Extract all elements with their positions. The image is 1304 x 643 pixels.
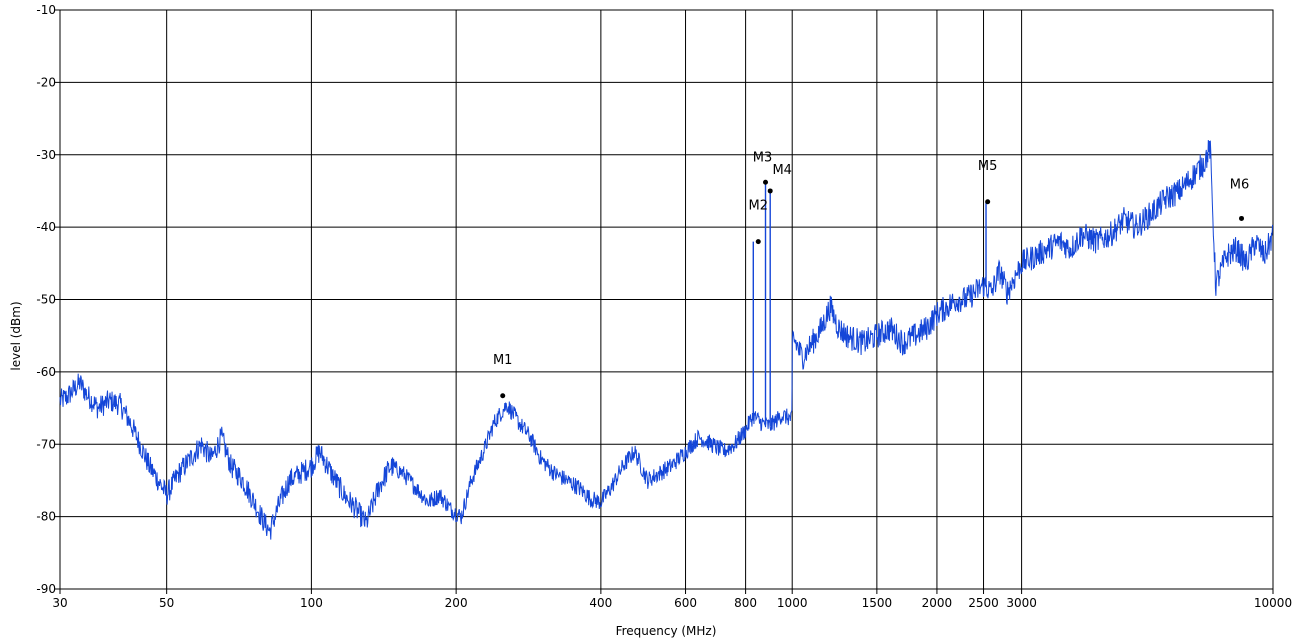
marker-m2 xyxy=(755,239,761,245)
spectrum-trace-group xyxy=(59,139,1274,540)
y-tick-label: -70 xyxy=(36,437,56,451)
y-tick-label: -30 xyxy=(36,148,56,162)
marker-label-m1: M1 xyxy=(493,353,513,368)
x-tick-label: 2000 xyxy=(922,596,953,610)
grid xyxy=(59,9,1274,590)
marker-label-m6: M6 xyxy=(1230,177,1250,192)
x-tick-label: 200 xyxy=(445,596,468,610)
marker-m5 xyxy=(985,199,991,205)
marker-label-m2: M2 xyxy=(749,199,769,214)
y-tick-label: -80 xyxy=(36,510,56,524)
marker-m6 xyxy=(1239,215,1245,221)
y-tick-label: -40 xyxy=(36,220,56,234)
spectrum-trace xyxy=(59,139,1274,540)
x-tick-label: 3000 xyxy=(1006,596,1037,610)
marker-label-m5: M5 xyxy=(978,159,998,174)
marker-m4 xyxy=(767,188,773,194)
x-tick-label: 2500 xyxy=(968,596,999,610)
x-axis-ticks: 30 50 100 200 400 600 800 1000 1500 2000 2500 3000 1… xyxy=(52,589,1292,610)
x-tick-label: 30 xyxy=(52,596,67,610)
y-tick-label: -50 xyxy=(36,293,56,307)
x-tick-label: 100 xyxy=(300,596,323,610)
x-axis-title: Frequency (MHz) xyxy=(616,624,717,638)
x-tick-label: 600 xyxy=(674,596,697,610)
x-tick-label: 1500 xyxy=(862,596,893,610)
marker-label-m3: M3 xyxy=(753,150,773,165)
marker-m3 xyxy=(763,179,769,185)
y-tick-label: -20 xyxy=(36,75,56,89)
x-tick-label: 10000 xyxy=(1254,596,1292,610)
y-tick-label: -90 xyxy=(36,582,56,596)
y-axis-title: level (dBm) xyxy=(9,301,23,370)
y-tick-label: -60 xyxy=(36,365,56,379)
marker-m1 xyxy=(500,393,506,399)
y-axis-ticks: -90 -80 -70 -60 -50 -40 -30 -20 -10 xyxy=(36,3,60,596)
x-tick-label: 50 xyxy=(159,596,174,610)
y-tick-label: -10 xyxy=(36,3,56,17)
x-tick-label: 400 xyxy=(589,596,612,610)
marker-label-m4: M4 xyxy=(772,163,792,178)
x-tick-label: 800 xyxy=(734,596,757,610)
x-tick-label: 1000 xyxy=(777,596,808,610)
